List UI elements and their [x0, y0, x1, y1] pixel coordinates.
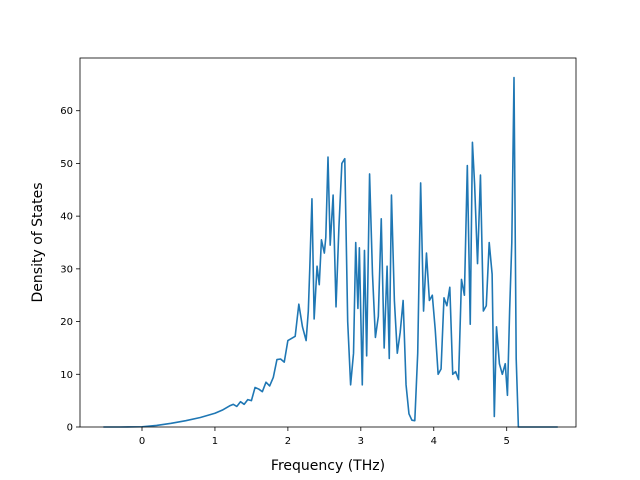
x-tick-label: 2 — [285, 436, 291, 447]
x-tick-label: 5 — [504, 436, 510, 447]
x-tick: 2 — [285, 427, 291, 447]
y-tick: 50 — [60, 159, 80, 170]
plot-area — [103, 76, 558, 428]
x-tick: 5 — [504, 427, 510, 447]
y-tick-label: 20 — [60, 317, 73, 328]
y-tick-label: 30 — [60, 264, 73, 275]
x-tick-label: 1 — [212, 436, 218, 447]
x-tick: 0 — [139, 427, 145, 447]
y-tick-label: 50 — [60, 159, 73, 170]
y-tick: 20 — [60, 317, 80, 328]
x-tick-label: 4 — [431, 436, 437, 447]
dos-series-line — [103, 76, 558, 428]
y-tick-label: 40 — [60, 212, 73, 223]
y-tick: 0 — [67, 423, 80, 434]
axes-frame — [79, 57, 577, 428]
x-tick-label: 3 — [358, 436, 364, 447]
y-tick-label: 60 — [60, 106, 73, 117]
x-axis-ticks: 0 1 2 3 4 5 — [139, 427, 510, 447]
y-tick: 60 — [60, 106, 80, 117]
y-tick: 30 — [60, 264, 80, 275]
y-axis-label: Density of States — [30, 183, 46, 303]
y-tick-label: 10 — [60, 370, 73, 381]
x-tick: 4 — [431, 427, 437, 447]
y-axis-ticks: 0 10 20 30 40 50 60 — [60, 106, 80, 434]
x-axis-label: Frequency (THz) — [271, 458, 385, 474]
x-tick-label: 0 — [139, 436, 145, 447]
y-tick: 40 — [60, 212, 80, 223]
y-tick-label: 0 — [67, 423, 73, 434]
x-tick: 3 — [358, 427, 364, 447]
y-tick: 10 — [60, 370, 80, 381]
x-tick: 1 — [212, 427, 218, 447]
